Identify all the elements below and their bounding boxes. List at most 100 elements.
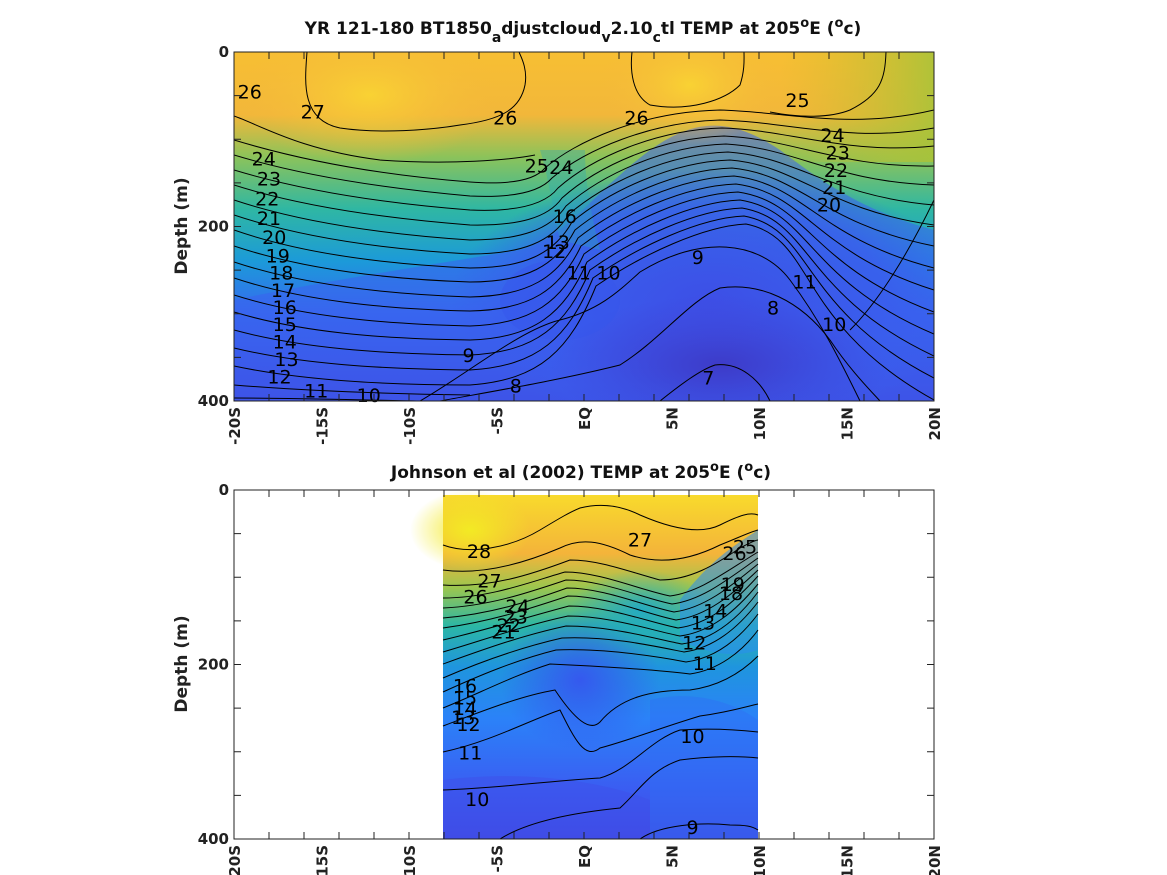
top-contour-label: 25 bbox=[785, 90, 809, 112]
top-contour-label: 22 bbox=[824, 160, 848, 182]
bottom-y-tick-label: 400 bbox=[198, 830, 229, 848]
top-title: YR 121-180 BT1850adjustcloudv2.10ctl TEM… bbox=[304, 16, 862, 46]
bottom-contour-label: 12 bbox=[456, 714, 480, 736]
top-contour-label: 7 bbox=[702, 367, 714, 389]
top-x-tick-label: 15N bbox=[839, 407, 857, 440]
top-contour-label: 24 bbox=[252, 148, 276, 170]
top-contour-label: 21 bbox=[822, 177, 846, 199]
bottom-x-tick-label: -15S bbox=[314, 845, 332, 875]
top-contour-label: 26 bbox=[624, 107, 648, 129]
top-contour-label: 24 bbox=[549, 157, 573, 179]
top-x-tick-label: 20N bbox=[926, 407, 944, 440]
bottom-y-tick-label: 0 bbox=[219, 481, 229, 499]
bottom-contour-label: 19 bbox=[721, 574, 745, 596]
bottom-x-tick-label: 10N bbox=[751, 845, 769, 875]
top-x-tick-label: -5S bbox=[489, 407, 507, 434]
top-contour-label: 11 bbox=[304, 381, 328, 403]
bottom-contour-label: 21 bbox=[491, 621, 515, 643]
bottom-x-tick-label: 15N bbox=[839, 845, 857, 875]
bottom-x-tick-label: -5S bbox=[489, 845, 507, 872]
top-contour-label: 13 bbox=[546, 232, 570, 254]
top-contour-label: 20 bbox=[262, 227, 286, 249]
top-contour-label: 16 bbox=[273, 297, 297, 319]
bottom-x-tick-label: -20S bbox=[226, 845, 244, 875]
top-contour-label: 23 bbox=[257, 169, 281, 191]
bottom-contour-label: 13 bbox=[451, 707, 475, 729]
bottom-contour-label: 11 bbox=[693, 653, 717, 675]
top-contour-label: 11 bbox=[567, 263, 591, 285]
top-contour-label: 9 bbox=[692, 247, 704, 269]
bottom-contour-label: 10 bbox=[680, 726, 704, 748]
bottom-y-axis-label: Depth (m) bbox=[172, 615, 192, 712]
top-contour-label: 12 bbox=[267, 367, 291, 389]
top-contour-label: 27 bbox=[301, 101, 325, 123]
top-contour-label: 8 bbox=[510, 375, 522, 397]
bottom-title: Johnson et al (2002) TEMP at 205oE (oc) bbox=[390, 460, 771, 483]
bottom-panel: Johnson et al (2002) TEMP at 205oE (oc) … bbox=[172, 460, 944, 875]
bottom-contour-label: 10 bbox=[465, 789, 489, 811]
top-contour-label: 16 bbox=[553, 206, 577, 228]
top-y-tick-label: 400 bbox=[198, 392, 229, 410]
bottom-contour-label: 14 bbox=[453, 698, 477, 720]
top-contour-label: 14 bbox=[273, 332, 297, 354]
top-thermocline-lines bbox=[234, 109, 934, 401]
top-y-axis-label: Depth (m) bbox=[172, 177, 192, 274]
bottom-contour-label: 12 bbox=[682, 633, 706, 655]
top-contour-label: 25 bbox=[525, 155, 549, 177]
top-contours bbox=[234, 52, 934, 401]
top-x-tick-label: -20S bbox=[226, 407, 244, 445]
top-panel: YR 121-180 BT1850adjustcloudv2.10ctl TEM… bbox=[172, 16, 944, 445]
bottom-contour-label: 11 bbox=[458, 743, 482, 765]
top-contour-label: 20 bbox=[817, 195, 841, 217]
bottom-contour-label: 16 bbox=[453, 675, 477, 697]
top-contour-label: 17 bbox=[271, 280, 295, 302]
top-contour-label: 8 bbox=[767, 298, 779, 320]
top-contour-label: 23 bbox=[826, 142, 850, 164]
top-x-tick-label: 5N bbox=[664, 407, 682, 430]
top-contour-label: 9 bbox=[462, 345, 474, 367]
top-contour-label: 26 bbox=[238, 81, 262, 103]
top-contour-label: 10 bbox=[357, 385, 381, 407]
bottom-contour-label: 27 bbox=[477, 571, 501, 593]
top-y-tick-label: 200 bbox=[198, 218, 229, 236]
top-x-tick-label: -15S bbox=[314, 407, 332, 445]
top-x-tick-label: 10N bbox=[751, 407, 769, 440]
bottom-contour-label: 26 bbox=[463, 586, 487, 608]
bottom-contour-label: 28 bbox=[467, 541, 491, 563]
bottom-ticks: -20S -15S -10S -5S EQ 5N 10N 15N 20N 0 200 400 bbox=[198, 481, 944, 875]
top-contour-label: 21 bbox=[257, 208, 281, 230]
top-contour-label: 13 bbox=[274, 349, 298, 371]
bottom-contour-label: 24 bbox=[505, 596, 529, 618]
bottom-x-tick-label: 5N bbox=[664, 845, 682, 868]
bottom-contour-label: 9 bbox=[686, 817, 698, 839]
bottom-x-tick-label: EQ bbox=[576, 845, 594, 868]
bottom-contour-label: 13 bbox=[691, 613, 715, 635]
bottom-contour-label: 23 bbox=[504, 607, 528, 629]
bottom-contour-label: 15 bbox=[453, 688, 477, 710]
bottom-contour-label: 27 bbox=[628, 530, 652, 552]
top-contour-label: 24 bbox=[820, 125, 844, 147]
top-x-tick-label: -10S bbox=[401, 407, 419, 445]
bottom-y-tick-label: 200 bbox=[198, 656, 229, 674]
bottom-contour-label: 22 bbox=[497, 615, 521, 637]
top-contour-label: 15 bbox=[273, 314, 297, 336]
bottom-contour-label: 14 bbox=[703, 600, 727, 622]
top-contour-label: 26 bbox=[493, 107, 517, 129]
top-contour-label: 18 bbox=[269, 263, 293, 285]
bottom-contours bbox=[442, 504, 759, 839]
bottom-x-tick-label: 20N bbox=[926, 845, 944, 875]
bottom-contour-label: 18 bbox=[719, 583, 743, 605]
bottom-thermocline-lines bbox=[442, 551, 759, 839]
top-contour-label: 10 bbox=[596, 263, 620, 285]
top-heatmap bbox=[234, 52, 934, 401]
bottom-contour-label: 25 bbox=[733, 537, 757, 559]
top-contour-label: 22 bbox=[255, 189, 279, 211]
top-y-tick-label: 0 bbox=[219, 43, 229, 61]
bottom-x-tick-label: -10S bbox=[401, 845, 419, 875]
top-contour-label: 10 bbox=[822, 314, 846, 336]
top-contour-label: 12 bbox=[542, 241, 566, 263]
top-contour-label: 11 bbox=[792, 271, 816, 293]
bottom-contour-labels: 2827262726252423222119181413121116151413… bbox=[451, 530, 757, 839]
bottom-contour-label: 26 bbox=[722, 543, 746, 565]
